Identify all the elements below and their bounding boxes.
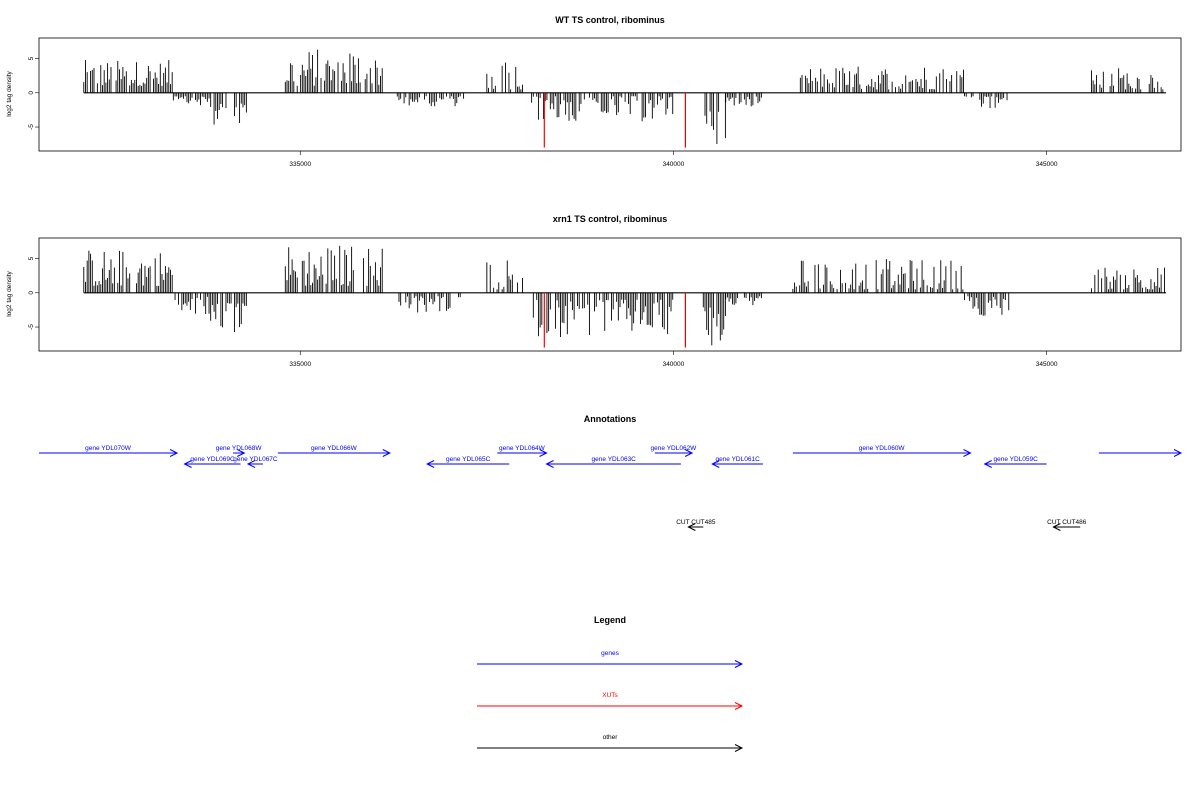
feature-arrowhead bbox=[1173, 449, 1183, 457]
x-tick-label: 335000 bbox=[289, 161, 311, 168]
xut-highlights bbox=[543, 92, 686, 148]
y-axis-label: log2 tag density bbox=[6, 270, 13, 316]
feature-label: CUT CUT485 bbox=[676, 519, 716, 526]
feature-arrowhead bbox=[734, 702, 744, 710]
annotation-feature: gene YDL070W bbox=[39, 445, 179, 457]
panel-title: WT TS control, ribominus bbox=[555, 15, 665, 25]
feature-arrowhead bbox=[426, 460, 435, 468]
coverage-bars bbox=[83, 49, 1167, 145]
annotation-feature bbox=[1098, 449, 1183, 457]
legend-items: genes XUTs other bbox=[477, 650, 744, 752]
annotation-feature: gene YDL063C bbox=[545, 456, 681, 468]
coverage-bars bbox=[83, 245, 1167, 346]
feature-arrowhead bbox=[1052, 523, 1061, 531]
annotation-feature: gene YDL065C bbox=[426, 456, 510, 468]
x-tick-label: 340000 bbox=[663, 361, 685, 368]
annotation-feature: gene YDL067C bbox=[233, 456, 278, 468]
y-tick-label: 5 bbox=[28, 256, 35, 260]
feature-label: gene YDL066W bbox=[311, 445, 358, 452]
feature-arrowhead bbox=[169, 449, 179, 457]
plot-frame bbox=[38, 237, 1182, 352]
plot-frame bbox=[38, 37, 1182, 152]
feature-arrowhead bbox=[246, 460, 256, 468]
panel-title: xrn1 TS control, ribominus bbox=[553, 214, 668, 224]
feature-arrowhead bbox=[687, 523, 696, 531]
y-tick-label: 0 bbox=[28, 91, 35, 95]
y-tick-label: -5 bbox=[28, 124, 35, 130]
feature-label: gene YDL069C bbox=[190, 456, 235, 463]
legend-label: genes bbox=[601, 650, 619, 657]
annotation-feature: gene YDL068W bbox=[216, 445, 263, 457]
feature-arrowhead bbox=[711, 460, 720, 468]
feature-label: gene YDL064W bbox=[499, 445, 546, 452]
y-tick-label: 5 bbox=[28, 56, 35, 60]
axis-ticks: 335000 340000 345000 5 0 -5 bbox=[28, 56, 1058, 168]
feature-label: gene YDL062W bbox=[651, 445, 698, 452]
feature-arrowhead bbox=[734, 744, 744, 752]
legend-item: XUTs bbox=[477, 692, 744, 710]
annotation-feature: gene YDL060W bbox=[792, 445, 972, 457]
legend-item: other bbox=[477, 734, 744, 752]
annotations-title: Annotations bbox=[584, 414, 637, 424]
feature-arrowhead bbox=[684, 449, 694, 457]
y-tick-label: -5 bbox=[28, 324, 35, 330]
feature-label: gene YDL061C bbox=[715, 456, 760, 463]
feature-label: gene YDL067C bbox=[233, 456, 278, 463]
legend-title: Legend bbox=[594, 615, 626, 625]
annotations-track: Annotations gene YDL070W gene YDL068W gene… bbox=[39, 414, 1183, 531]
feature-label: gene YDL060W bbox=[859, 445, 906, 452]
legend-label: XUTs bbox=[602, 692, 618, 699]
xrn1-coverage-panel: xrn1 TS control, ribominus log2 tag dens… bbox=[6, 214, 1182, 368]
x-tick-label: 335000 bbox=[289, 361, 311, 368]
feature-arrowhead bbox=[545, 460, 554, 468]
y-axis-label: log2 tag density bbox=[6, 70, 13, 116]
wt-coverage-panel: WT TS control, ribominus log2 tag densit… bbox=[6, 15, 1182, 168]
feature-arrowhead bbox=[963, 449, 972, 457]
feature-label: gene YDL068W bbox=[216, 445, 263, 452]
annotation-feature: gene YDL062W bbox=[651, 445, 698, 457]
feature-label: gene YDL063C bbox=[592, 456, 637, 463]
feature-arrowhead bbox=[237, 449, 246, 457]
xut-highlights bbox=[543, 292, 686, 348]
annotation-feature: CUT CUT485 bbox=[676, 519, 716, 531]
annotation-feature: gene YDL066W bbox=[277, 445, 391, 457]
x-tick-label: 345000 bbox=[1036, 161, 1058, 168]
legend: Legend genes XUTs other bbox=[477, 615, 744, 752]
x-tick-label: 345000 bbox=[1036, 361, 1058, 368]
feature-label: gene YDL065C bbox=[446, 456, 491, 463]
feature-label: CUT CUT486 bbox=[1047, 519, 1087, 526]
legend-item: genes bbox=[477, 650, 744, 668]
legend-label: other bbox=[603, 734, 619, 741]
annotation-feature: gene YDL061C bbox=[711, 456, 764, 468]
feature-arrowhead bbox=[539, 449, 548, 457]
feature-label: gene YDL070W bbox=[85, 445, 132, 452]
feature-arrowhead bbox=[183, 460, 192, 468]
annotation-feature: gene YDL064W bbox=[497, 445, 548, 457]
feature-arrowhead bbox=[734, 660, 744, 668]
y-tick-label: 0 bbox=[28, 291, 35, 295]
x-tick-label: 340000 bbox=[663, 161, 685, 168]
feature-arrowhead bbox=[382, 449, 391, 457]
feature-label: gene YDL059C bbox=[993, 456, 1038, 463]
annotation-feature: gene YDL069C bbox=[183, 456, 241, 468]
annotation-feature: gene YDL059C bbox=[983, 456, 1047, 468]
axis-ticks: 335000 340000 345000 5 0 -5 bbox=[28, 256, 1058, 368]
annotation-feature: CUT CUT486 bbox=[1047, 519, 1087, 531]
feature-arrowhead bbox=[983, 460, 992, 468]
